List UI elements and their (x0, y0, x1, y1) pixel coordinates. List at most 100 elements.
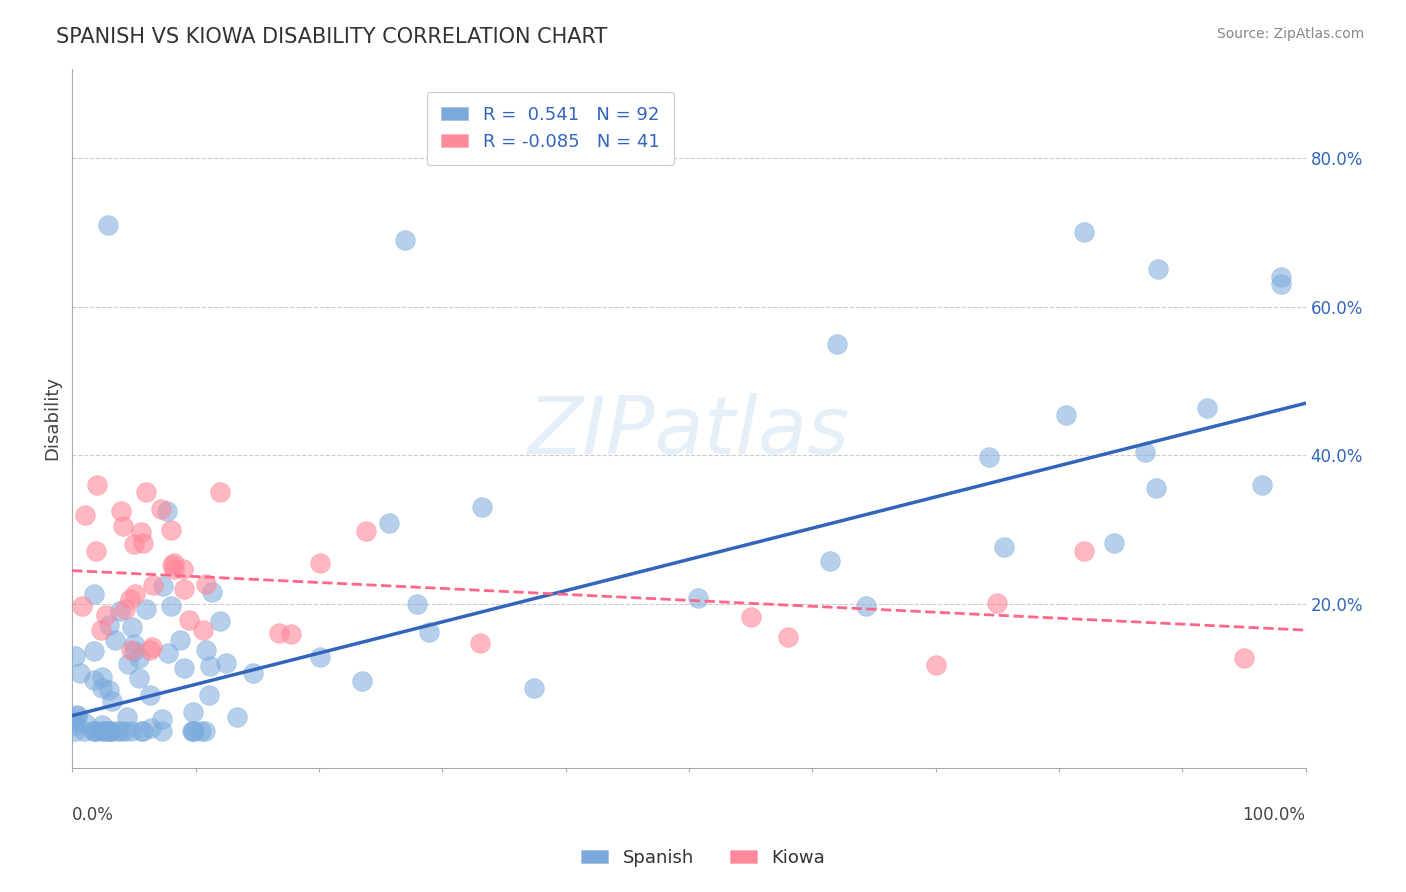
Point (163, 562, 186, 576)
Point (209, 614, 232, 628)
Point (117, 657, 139, 671)
Point (63, 717, 86, 731)
Point (1073, 225, 1095, 239)
Point (173, 582, 195, 596)
Point (159, 599, 181, 613)
Point (93, 723, 115, 738)
Point (308, 650, 330, 665)
Point (90, 723, 112, 738)
Point (1054, 408, 1077, 422)
Point (98, 618, 121, 632)
Point (142, 578, 165, 592)
Point (173, 661, 195, 675)
Point (163, 557, 186, 571)
Point (98, 723, 121, 738)
Point (98, 723, 121, 738)
Point (209, 485, 232, 500)
Point (740, 610, 762, 624)
Y-axis label: Disability: Disability (44, 376, 60, 460)
Point (128, 671, 150, 685)
Point (1270, 277, 1292, 292)
Point (97, 218, 120, 232)
Point (73, 508, 96, 522)
Point (993, 540, 1015, 554)
Text: 100.0%: 100.0% (1243, 806, 1306, 824)
Point (776, 630, 799, 644)
Point (90, 717, 112, 731)
Point (468, 636, 491, 650)
Point (114, 602, 136, 616)
Point (83, 673, 105, 688)
Point (179, 613, 201, 627)
Point (73, 723, 96, 738)
Point (96, 723, 118, 738)
Point (1102, 536, 1125, 550)
Point (686, 591, 709, 605)
Point (91, 681, 114, 696)
Point (1144, 481, 1167, 495)
Point (150, 713, 173, 727)
Point (122, 644, 145, 658)
Point (129, 525, 152, 540)
Point (1250, 478, 1272, 492)
Point (162, 558, 184, 572)
Point (110, 723, 132, 738)
Point (226, 710, 249, 724)
Point (73, 716, 96, 731)
Point (215, 656, 238, 670)
Point (169, 633, 191, 648)
Point (150, 502, 173, 516)
Point (121, 619, 143, 633)
Point (394, 233, 416, 247)
Point (198, 659, 221, 673)
Point (1270, 269, 1292, 284)
Point (172, 562, 194, 576)
Point (523, 681, 546, 695)
Point (128, 651, 150, 665)
Point (1195, 401, 1218, 415)
Point (195, 643, 218, 657)
Point (122, 637, 145, 651)
Point (84, 544, 107, 558)
Point (201, 585, 224, 599)
Point (195, 576, 218, 591)
Point (181, 723, 204, 738)
Point (115, 710, 138, 724)
Point (1073, 544, 1095, 558)
Point (198, 688, 221, 702)
Point (110, 503, 132, 517)
Point (124, 587, 146, 601)
Point (110, 604, 132, 618)
Point (242, 666, 264, 681)
Point (269, 626, 291, 640)
Point (82, 723, 104, 738)
Point (70, 599, 93, 613)
Point (105, 723, 128, 738)
Point (69, 666, 91, 681)
Point (825, 336, 848, 351)
Point (129, 723, 152, 738)
Point (139, 689, 162, 703)
Legend: Spanish, Kiowa: Spanish, Kiowa (574, 842, 832, 874)
Point (1233, 650, 1256, 665)
Point (100, 723, 122, 738)
Point (94, 607, 117, 622)
Text: SPANISH VS KIOWA DISABILITY CORRELATION CHART: SPANISH VS KIOWA DISABILITY CORRELATION … (56, 27, 607, 46)
Point (150, 723, 173, 738)
Point (66, 708, 89, 723)
Point (98, 683, 121, 698)
Point (1146, 262, 1168, 277)
Point (160, 523, 183, 537)
Text: 0.0%: 0.0% (72, 806, 114, 824)
Point (156, 504, 179, 518)
Point (156, 646, 179, 660)
Point (309, 556, 332, 570)
Legend: R =  0.541   N = 92, R = -0.085   N = 41: R = 0.541 N = 92, R = -0.085 N = 41 (426, 92, 673, 165)
Point (122, 537, 145, 551)
Point (377, 516, 399, 530)
Point (924, 657, 946, 672)
Point (820, 554, 842, 568)
Point (84, 723, 107, 738)
Point (83, 587, 105, 601)
Point (63, 723, 86, 738)
